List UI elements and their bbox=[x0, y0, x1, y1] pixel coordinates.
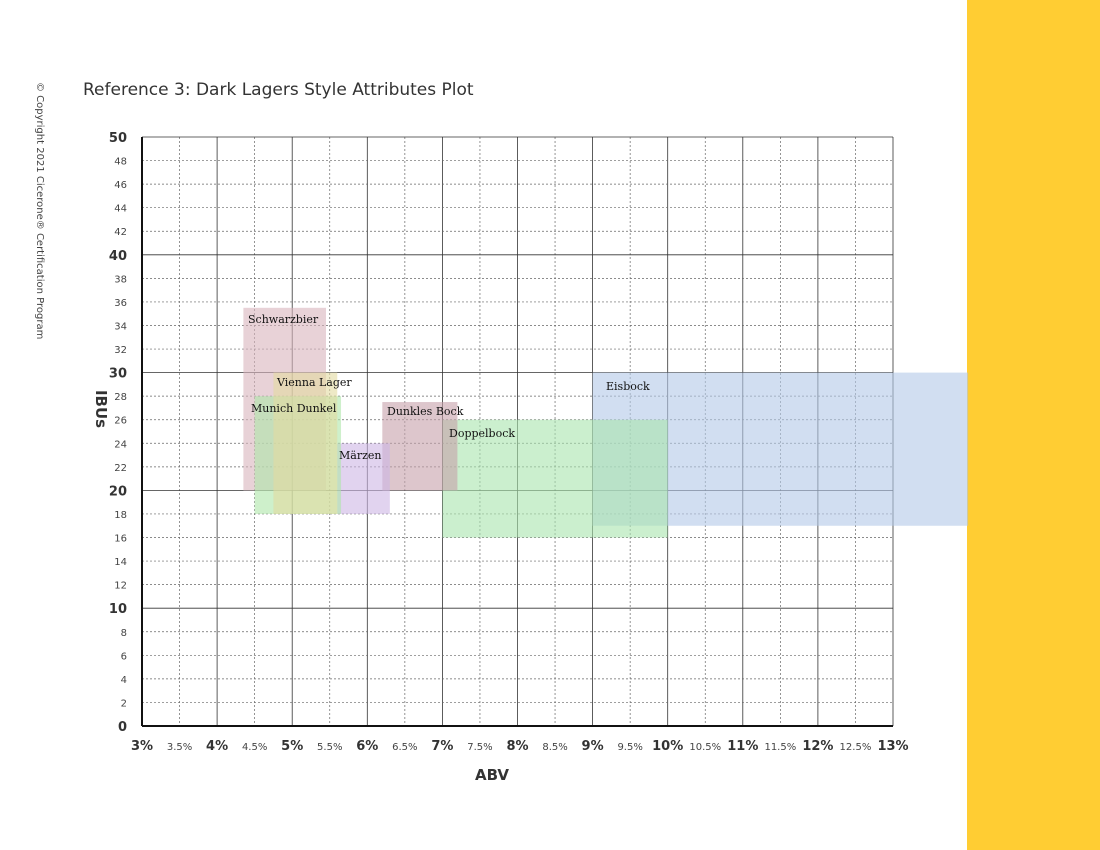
y-tick-label: 50 bbox=[109, 131, 127, 146]
x-tick-label: 8% bbox=[506, 739, 528, 754]
x-axis-title: ABV bbox=[475, 766, 509, 784]
y-tick-label: 14 bbox=[114, 557, 127, 568]
y-tick-label: 28 bbox=[114, 392, 127, 403]
x-tick-label: 9.5% bbox=[617, 742, 642, 753]
y-tick-label: 2 bbox=[121, 698, 127, 709]
y-tick-label: 24 bbox=[114, 439, 127, 450]
y-tick-label: 4 bbox=[121, 675, 127, 686]
yellow-side-bar bbox=[967, 0, 1100, 850]
x-tick-label: 4.5% bbox=[242, 742, 267, 753]
x-tick-label: 13% bbox=[877, 739, 908, 754]
style-box-m-rzen bbox=[337, 443, 390, 514]
x-tick-label: 10% bbox=[652, 739, 683, 754]
y-tick-label: 36 bbox=[114, 298, 127, 309]
x-tick-label: 5.5% bbox=[317, 742, 342, 753]
y-axis-title: IBUs bbox=[92, 390, 110, 428]
y-tick-label: 48 bbox=[114, 157, 127, 168]
y-tick-label: 6 bbox=[121, 651, 127, 662]
y-tick-label: 30 bbox=[109, 367, 127, 382]
y-tick-label: 26 bbox=[114, 416, 127, 427]
x-tick-label: 12% bbox=[802, 739, 833, 754]
y-tick-label: 40 bbox=[109, 249, 127, 264]
y-tick-label: 44 bbox=[114, 204, 127, 215]
x-tick-label: 5% bbox=[281, 739, 303, 754]
y-tick-label: 10 bbox=[109, 602, 127, 617]
x-tick-label: 4% bbox=[206, 739, 228, 754]
y-tick-label: 46 bbox=[114, 180, 127, 191]
style-label-doppelbock: Doppelbock bbox=[449, 427, 515, 440]
style-box-dunkles-bock bbox=[382, 402, 458, 491]
x-tick-label: 12.5% bbox=[840, 742, 872, 753]
x-tick-label: 6% bbox=[356, 739, 378, 754]
y-tick-label: 16 bbox=[114, 534, 127, 545]
y-tick-label: 32 bbox=[114, 345, 127, 356]
x-tick-label: 3.5% bbox=[167, 742, 192, 753]
x-tick-label: 10.5% bbox=[689, 742, 721, 753]
y-tick-label: 42 bbox=[114, 227, 127, 238]
x-tick-label: 3% bbox=[131, 739, 153, 754]
y-tick-label: 0 bbox=[118, 720, 127, 735]
style-box-vienna-lager bbox=[273, 372, 338, 514]
y-tick-label: 8 bbox=[121, 628, 127, 639]
y-tick-label: 38 bbox=[114, 274, 127, 285]
chart-title: Reference 3: Dark Lagers Style Attribute… bbox=[83, 80, 474, 100]
y-tick-label: 20 bbox=[109, 484, 127, 499]
y-tick-label: 12 bbox=[114, 581, 127, 592]
style-label-vienna-lager: Vienna Lager bbox=[276, 376, 352, 389]
x-tick-label: 6.5% bbox=[392, 742, 417, 753]
y-tick-label: 18 bbox=[114, 510, 127, 521]
x-tick-label: 8.5% bbox=[542, 742, 567, 753]
style-label-dunkles-bock: Dunkles Bock bbox=[387, 405, 464, 418]
x-tick-label: 11.5% bbox=[764, 742, 796, 753]
x-tick-label: 11% bbox=[727, 739, 758, 754]
style-box-doppelbock bbox=[442, 419, 668, 538]
style-label-schwarzbier: Schwarzbier bbox=[248, 313, 319, 326]
x-tick-label: 9% bbox=[582, 739, 604, 754]
style-label-m-rzen: Märzen bbox=[339, 449, 381, 462]
style-label-eisbock: Eisbock bbox=[606, 380, 650, 393]
x-tick-label: 7% bbox=[431, 739, 453, 754]
style-label-munich-dunkel: Munich Dunkel bbox=[251, 402, 337, 415]
x-tick-label: 7.5% bbox=[467, 742, 492, 753]
y-tick-label: 34 bbox=[114, 321, 127, 332]
y-tick-label: 22 bbox=[114, 463, 127, 474]
